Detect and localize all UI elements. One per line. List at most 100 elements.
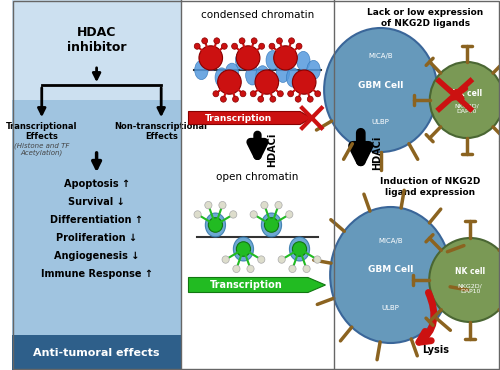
- Ellipse shape: [266, 51, 280, 70]
- Text: NK cell: NK cell: [452, 88, 482, 98]
- Circle shape: [274, 46, 297, 70]
- Ellipse shape: [324, 28, 437, 152]
- Ellipse shape: [296, 51, 310, 71]
- Text: Transcriptional
Effects: Transcriptional Effects: [6, 122, 78, 141]
- Circle shape: [278, 91, 283, 97]
- Text: GBM Cell: GBM Cell: [358, 81, 404, 90]
- Ellipse shape: [286, 68, 300, 87]
- Circle shape: [220, 96, 226, 102]
- Circle shape: [275, 201, 282, 209]
- Text: Transcription: Transcription: [210, 280, 282, 290]
- Text: NKG2D/
DAP10: NKG2D/ DAP10: [458, 283, 482, 295]
- Circle shape: [232, 96, 238, 102]
- Text: HDAC
inhibitor: HDAC inhibitor: [67, 26, 126, 54]
- Text: Angiogenesis ↓: Angiogenesis ↓: [54, 251, 140, 261]
- Circle shape: [308, 96, 313, 102]
- Ellipse shape: [236, 51, 249, 70]
- Circle shape: [214, 38, 220, 44]
- Text: Differentiation ↑: Differentiation ↑: [50, 215, 143, 225]
- Text: Anti-tumoral effects: Anti-tumoral effects: [34, 348, 160, 358]
- Circle shape: [202, 38, 207, 44]
- Circle shape: [269, 43, 275, 49]
- Circle shape: [194, 43, 200, 49]
- Circle shape: [213, 91, 219, 97]
- Ellipse shape: [307, 60, 320, 80]
- Text: Induction of NKG2D
ligand expression: Induction of NKG2D ligand expression: [380, 177, 480, 197]
- Ellipse shape: [256, 66, 270, 85]
- Text: NKG2D/
DAP10: NKG2D/ DAP10: [454, 104, 479, 114]
- Circle shape: [205, 201, 212, 209]
- Circle shape: [258, 43, 264, 49]
- Circle shape: [199, 46, 222, 70]
- Text: NK cell: NK cell: [455, 268, 485, 276]
- Circle shape: [296, 43, 302, 49]
- Text: GBM Cell: GBM Cell: [368, 266, 414, 275]
- Circle shape: [219, 201, 226, 209]
- Ellipse shape: [262, 213, 281, 237]
- Circle shape: [278, 256, 285, 263]
- Bar: [12, 100, 180, 335]
- Text: Lysis: Lysis: [422, 345, 449, 355]
- Ellipse shape: [205, 51, 218, 71]
- Circle shape: [240, 91, 246, 97]
- Circle shape: [222, 43, 228, 49]
- Text: Survival ↓: Survival ↓: [68, 197, 125, 207]
- Circle shape: [264, 218, 278, 232]
- Circle shape: [303, 265, 310, 273]
- Text: Proliferation ↓: Proliferation ↓: [56, 233, 137, 243]
- Text: HDACi: HDACi: [267, 133, 277, 167]
- Circle shape: [261, 201, 268, 209]
- Ellipse shape: [194, 60, 208, 80]
- Circle shape: [288, 91, 294, 97]
- FancyArrow shape: [188, 278, 326, 293]
- Text: ULBP: ULBP: [372, 119, 390, 125]
- Circle shape: [255, 70, 278, 94]
- Circle shape: [247, 265, 254, 273]
- Text: open chromatin: open chromatin: [216, 172, 298, 182]
- Circle shape: [208, 218, 222, 232]
- Ellipse shape: [246, 66, 259, 85]
- Ellipse shape: [226, 63, 238, 83]
- Text: ULBP: ULBP: [382, 305, 400, 311]
- Text: Apoptosis ↑: Apoptosis ↑: [64, 179, 130, 189]
- Circle shape: [230, 211, 237, 218]
- Circle shape: [236, 46, 260, 70]
- Circle shape: [233, 265, 240, 273]
- Text: condensed chromatin: condensed chromatin: [201, 10, 314, 20]
- Circle shape: [315, 91, 320, 97]
- Circle shape: [286, 211, 293, 218]
- Circle shape: [232, 43, 237, 49]
- Ellipse shape: [206, 213, 226, 237]
- Ellipse shape: [276, 63, 289, 83]
- Bar: [180, 0, 334, 370]
- Circle shape: [258, 96, 264, 102]
- Circle shape: [429, 238, 500, 322]
- Bar: [334, 0, 500, 370]
- Circle shape: [218, 70, 241, 94]
- Circle shape: [250, 91, 256, 97]
- Circle shape: [292, 242, 306, 256]
- Ellipse shape: [330, 207, 451, 343]
- Text: Immune Response ↑: Immune Response ↑: [40, 269, 152, 279]
- Circle shape: [292, 70, 316, 94]
- Circle shape: [314, 256, 321, 263]
- Text: MICA/B: MICA/B: [378, 238, 403, 244]
- Text: MICA/B: MICA/B: [368, 53, 393, 59]
- Circle shape: [288, 38, 294, 44]
- Circle shape: [236, 242, 250, 256]
- Text: HDACi: HDACi: [372, 136, 382, 170]
- Circle shape: [430, 62, 500, 138]
- Circle shape: [258, 256, 265, 263]
- FancyArrow shape: [188, 111, 312, 124]
- Circle shape: [250, 211, 258, 218]
- Circle shape: [222, 256, 229, 263]
- Circle shape: [239, 38, 245, 44]
- Text: (Histone and TF
Acetylation): (Histone and TF Acetylation): [14, 142, 70, 156]
- Text: Non-transcriptional
Effects: Non-transcriptional Effects: [114, 122, 208, 141]
- Circle shape: [270, 96, 276, 102]
- Ellipse shape: [234, 237, 254, 261]
- Bar: [12, 0, 180, 100]
- Bar: [12, 335, 180, 370]
- Circle shape: [289, 265, 296, 273]
- Text: Transcription: Transcription: [205, 114, 272, 122]
